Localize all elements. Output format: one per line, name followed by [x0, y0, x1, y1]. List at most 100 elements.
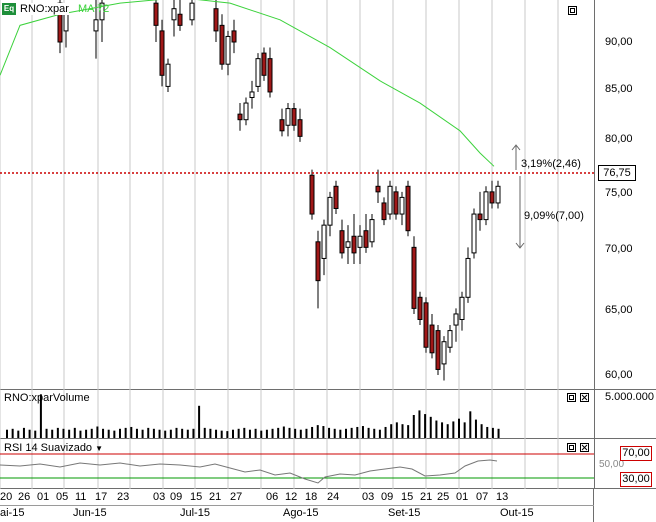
measure-arrow-down-head: [515, 242, 525, 249]
volume-bar: [401, 424, 404, 438]
close-volume-button[interactable]: [580, 393, 589, 402]
day-tick: 13: [496, 491, 509, 503]
candle-body: [441, 341, 447, 365]
rsi-label[interactable]: RSI 14 Suavizado ▼: [4, 442, 103, 454]
rsi-upper-tag: 70,00: [620, 446, 652, 461]
candle-body: [255, 58, 261, 87]
day-tick: 03: [153, 491, 166, 503]
volume-bar: [17, 430, 20, 438]
candle-body: [375, 185, 381, 193]
volume-bar: [418, 410, 421, 438]
candle-body: [243, 102, 249, 121]
candle-body: [333, 185, 339, 210]
volume-bar: [277, 427, 280, 438]
volume-bar: [152, 428, 155, 438]
maximize-volume-button[interactable]: [567, 393, 576, 402]
candle-body: [477, 213, 483, 221]
volume-bar: [463, 422, 466, 438]
candle-body: [171, 8, 177, 21]
volume-bar: [390, 424, 393, 438]
candle-body: [429, 324, 435, 354]
volume-bar: [322, 426, 325, 438]
volume-axis: 5.000.000: [594, 390, 656, 439]
volume-bar: [254, 428, 257, 438]
volume-label[interactable]: RNO:xparVolume: [4, 392, 90, 404]
price-tick: 60,00: [605, 369, 633, 381]
volume-bar: [96, 426, 99, 438]
day-tick: 03: [362, 491, 375, 503]
price-tick: 80,00: [605, 133, 633, 145]
chevron-down-icon[interactable]: ▼: [95, 444, 104, 453]
volume-bar: [350, 427, 353, 438]
rsi-lower-tag: 30,00: [620, 472, 652, 487]
candle-body: [465, 257, 471, 298]
day-tick: 17: [95, 491, 108, 503]
price-pane[interactable]: Eq RNO:xpar MA 72 3,19%(2,46) 9,09%(7,00…: [0, 0, 594, 390]
volume-bar: [198, 405, 201, 438]
day-tick: 26: [18, 491, 31, 503]
volume-bar: [220, 430, 223, 438]
volume-bar: [90, 428, 93, 438]
candle-body: [345, 241, 351, 248]
candle-body: [327, 196, 333, 226]
day-tick: 20: [0, 491, 13, 503]
price-axis[interactable]: 90,00 85,00 80,00 75,00 70,00 65,00 60,0…: [594, 0, 656, 390]
candle-body: [153, 2, 159, 26]
day-tick: 01: [37, 491, 50, 503]
candle-body: [165, 63, 171, 87]
volume-bar: [294, 428, 297, 438]
volume-bar: [79, 430, 82, 438]
volume-bar: [480, 424, 483, 438]
maximize-rsi-button[interactable]: [567, 443, 576, 452]
volume-bar: [356, 426, 359, 438]
candle-body: [321, 224, 327, 259]
rsi-pane[interactable]: RSI 14 Suavizado ▼: [0, 439, 594, 489]
symbol-label[interactable]: RNO:xpar: [20, 3, 69, 15]
maximize-pane-button[interactable]: [568, 6, 577, 15]
volume-bar: [282, 426, 285, 438]
volume-bar: [458, 418, 460, 438]
time-axis[interactable]: 20 26 01 05 11 17 23 03 09 15 21 27 06 12 18 24 03 09 15 21…: [0, 489, 594, 522]
candle-body: [399, 196, 405, 215]
volume-bar: [102, 428, 105, 438]
day-tick: 27: [230, 491, 243, 503]
volume-bar: [232, 429, 234, 438]
volume-bar: [85, 429, 88, 438]
ma-label[interactable]: MA 72: [78, 3, 110, 15]
rsi-mid-tick: 50,00: [599, 459, 625, 470]
day-tick: 15: [190, 491, 203, 503]
candle-body: [231, 30, 237, 43]
volume-bar: [333, 428, 336, 438]
day-tick: 05: [56, 491, 69, 503]
volume-bar: [486, 426, 489, 438]
day-tick: 06: [266, 491, 279, 503]
volume-bar: [328, 427, 331, 438]
day-tick: 09: [170, 491, 183, 503]
volume-bar: [248, 429, 251, 438]
volume-pane[interactable]: RNO:xparVolume: [0, 390, 594, 439]
volume-bar: [130, 426, 133, 438]
volume-bar: [474, 419, 477, 438]
volume-bar: [51, 429, 54, 438]
candle-body: [93, 19, 99, 32]
day-tick: 23: [117, 491, 130, 503]
volume-bar: [11, 428, 14, 438]
candle-body: [417, 296, 423, 320]
close-rsi-button[interactable]: [580, 443, 589, 452]
chart-logo-icon: Eq: [2, 3, 16, 15]
volume-bar: [429, 416, 432, 438]
measure-arrow-up-head: [511, 144, 521, 151]
volume-bar: [339, 429, 342, 438]
volume-bar: [68, 429, 71, 438]
volume-bar: [299, 429, 302, 438]
candlestick-chart: [0, 0, 594, 390]
candle-body: [483, 191, 489, 221]
day-tick: 21: [209, 491, 222, 503]
candle-body: [177, 13, 183, 26]
volume-bar: [209, 428, 212, 438]
volume-bar: [22, 427, 25, 438]
rsi-label-text: RSI 14 Suavizado: [4, 442, 93, 454]
candle-body: [423, 302, 429, 348]
price-tick: 75,00: [605, 187, 633, 199]
candle-body: [351, 235, 357, 254]
